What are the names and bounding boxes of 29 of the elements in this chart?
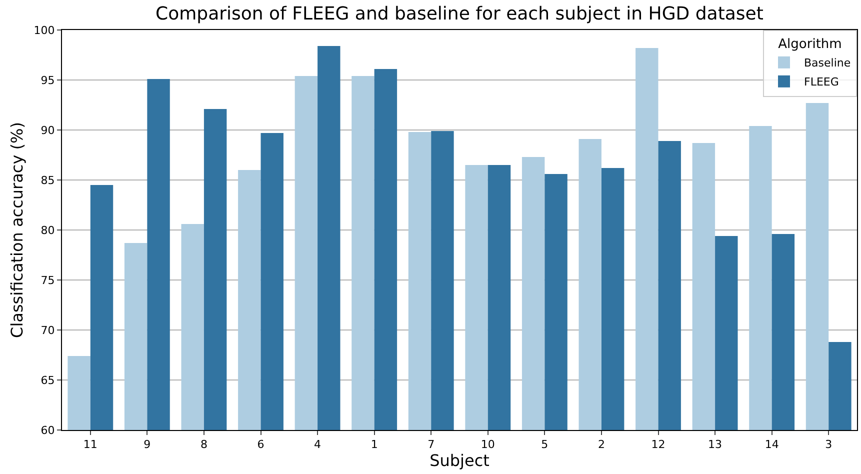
y-tick-label: 70 [40, 324, 55, 337]
chart-title: Comparison of FLEEG and baseline for each subject in HGD dataset [156, 4, 764, 25]
x-tick-label: 8 [200, 438, 208, 452]
x-axis-title: Subject [430, 451, 490, 470]
y-axis-title: Classification accuracy (%) [8, 122, 27, 338]
y-tick-label: 60 [40, 424, 55, 437]
y-tick-label: 90 [40, 124, 55, 137]
x-tick-label: 14 [764, 438, 779, 452]
x-tick-label: 10 [480, 438, 495, 452]
y-tick-label: 80 [40, 224, 55, 237]
x-tick-label: 12 [651, 438, 666, 452]
x-tick-label: 6 [257, 438, 264, 452]
y-tick-label: 65 [40, 374, 55, 387]
y-tick-label: 75 [40, 274, 55, 287]
x-tick-label: 13 [708, 438, 722, 452]
legend-title: Algorithm [778, 36, 842, 52]
x-tick-label: 9 [144, 438, 151, 452]
legend-label: FLEEG [804, 76, 839, 89]
x-tick-label: 3 [825, 438, 832, 452]
x-tick-label: 2 [598, 438, 605, 452]
legend-label: Baseline [804, 56, 851, 70]
x-tick-label: 4 [314, 438, 322, 452]
y-tick-label: 100 [34, 24, 55, 37]
x-tick-label: 7 [428, 438, 435, 452]
x-tick-label: 11 [83, 438, 98, 452]
x-tick-label: 1 [370, 438, 378, 452]
y-tick-label: 85 [40, 174, 55, 187]
y-tick-label: 95 [40, 74, 55, 87]
x-tick-label: 5 [541, 438, 548, 452]
